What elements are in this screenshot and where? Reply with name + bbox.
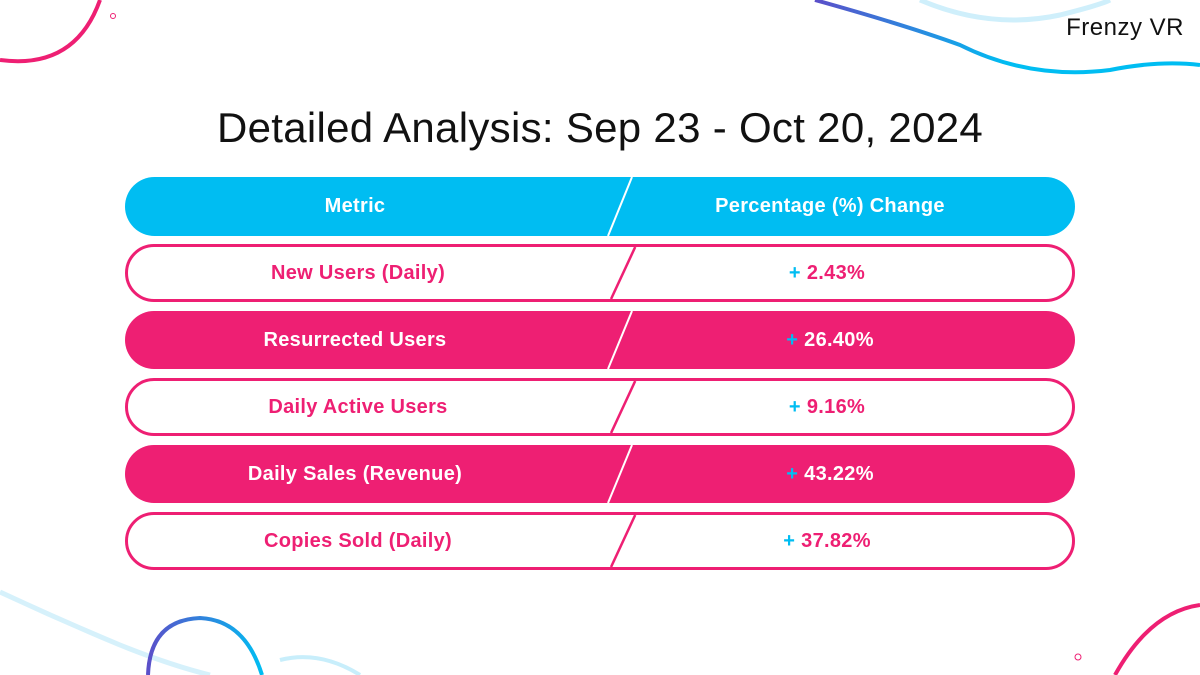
header-percentage-change: Percentage (%) Change [715,195,945,217]
row-separator [609,247,637,299]
change-value: +26.40% [786,328,874,351]
header-separator [607,177,633,236]
table-row: Daily Active Users +9.16% [125,378,1075,436]
header-metric: Metric [324,195,386,217]
bottom-right-dot [1074,653,1082,661]
table-row: Resurrected Users +26.40% [125,311,1075,369]
brand-name: Frenzy VR [1066,14,1184,41]
plus-sign: + [788,395,801,418]
row-separator [609,381,637,433]
change-value: +37.82% [783,529,871,552]
bottom-left-faint-wave [0,589,211,675]
table-row: Daily Sales (Revenue) +43.22% [125,445,1075,503]
metric-label: Resurrected Users [263,328,447,351]
table-row: New Users (Daily) +2.43% [125,244,1075,302]
bottom-right-arc [1113,603,1200,675]
change-value: +43.22% [786,462,874,485]
metric-label: Daily Sales (Revenue) [247,462,463,485]
change-value: +9.16% [788,395,866,418]
table-header-row: Metric Percentage (%) Change [125,177,1075,236]
top-left-arc [0,0,102,64]
analysis-table: Metric Percentage (%) Change New Users (… [125,177,1075,579]
metric-label: New Users (Daily) [270,261,446,284]
plus-sign: + [783,529,796,552]
metric-label: Daily Active Users [268,395,448,418]
bottom-left-cyan-arc [279,655,362,675]
row-separator [609,515,637,567]
metric-label: Copies Sold (Daily) [264,529,452,552]
plus-sign: + [786,462,799,485]
row-separator [607,311,633,369]
row-separator [607,445,633,503]
plus-sign: + [786,328,799,351]
bottom-left-arc [146,615,264,675]
top-left-dot [110,13,116,19]
plus-sign: + [788,261,801,284]
page-title: Detailed Analysis: Sep 23 - Oct 20, 2024 [216,104,984,151]
table-row: Copies Sold (Daily) +37.82% [125,512,1075,570]
change-value: +2.43% [788,261,866,284]
